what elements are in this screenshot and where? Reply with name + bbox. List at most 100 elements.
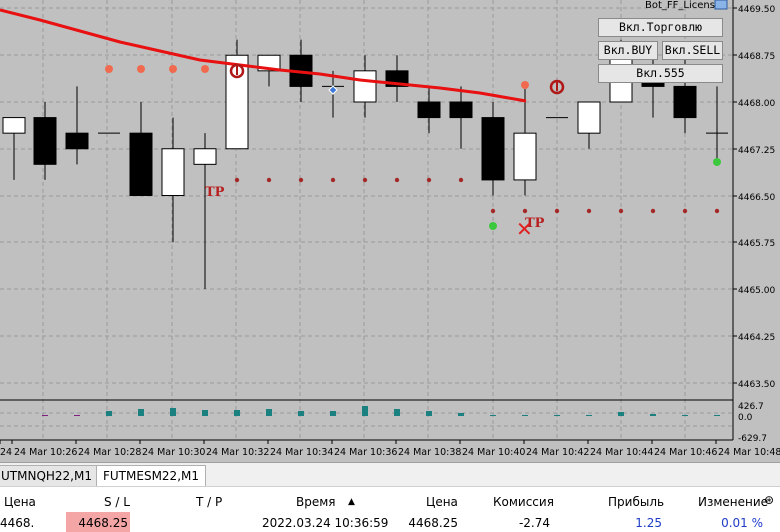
- indicator-axis-label: 0.0: [738, 413, 753, 423]
- chart-tabs: UTMNQH22,M1 FUTMESM22,M1: [0, 462, 780, 487]
- time-axis-label: 24 Mar 10:36: [334, 447, 397, 458]
- cell-price: 4468.50: [0, 516, 34, 530]
- time-axis-label: 24 Mar 10:40: [462, 447, 525, 458]
- tp-dot: [682, 208, 688, 214]
- moving-average-line: [0, 8, 527, 103]
- tp-dot: [586, 208, 592, 214]
- cell-change: 0.01 %: [721, 516, 763, 530]
- sort-arrow-icon: ▲: [348, 497, 355, 507]
- candle-body: [449, 101, 473, 119]
- signal-dots: [105, 63, 721, 230]
- price-axis-label: 4463.50: [738, 380, 775, 390]
- header-current-price[interactable]: Цена: [426, 495, 458, 509]
- tp-dot: [650, 208, 656, 214]
- hist-bar: [458, 413, 464, 416]
- header-time[interactable]: Время: [296, 495, 336, 509]
- time-axis-label: 24 Mar 10:46: [654, 447, 717, 458]
- hist-bar: [490, 415, 496, 416]
- hist-bar: [522, 415, 528, 416]
- header-tp[interactable]: T / P: [196, 495, 223, 509]
- cross-icon: ✕: [516, 217, 533, 241]
- cell-current-price: 4468.25: [408, 516, 458, 530]
- time-axis-label: 24 Mar 10:42: [526, 447, 589, 458]
- candle-body: [577, 101, 601, 134]
- candle-body: [481, 117, 505, 181]
- candle-body: [161, 148, 185, 196]
- tp-dot: [266, 177, 272, 183]
- candle-body: [673, 85, 697, 119]
- candle-body: [129, 132, 153, 197]
- time-axis-label: 24 Mar 10:38: [398, 447, 461, 458]
- candle-body: [513, 132, 537, 181]
- stop-dot: [137, 65, 145, 73]
- ma-polyline: [0, 8, 527, 103]
- candle-body: [353, 70, 377, 103]
- hist-bar: [170, 408, 176, 416]
- column-menu-icon[interactable]: ⊛: [764, 493, 775, 507]
- time-axis-label: 24 Mar 10:48: [718, 447, 780, 458]
- tp-label-1: TP: [205, 185, 225, 200]
- price-axis-label: 4466.50: [738, 193, 775, 203]
- cell-profit: 1.25: [635, 516, 662, 530]
- hist-bar: [362, 406, 368, 416]
- time-axis-label: 24 Mar 10:26: [14, 447, 77, 458]
- hist-bar: [554, 415, 560, 416]
- price-axis-label: 4469.50: [738, 5, 775, 15]
- time-axis-label: 24 Mar 10:44: [590, 447, 653, 458]
- hist-bar: [586, 415, 592, 416]
- tp-dot: [394, 177, 400, 183]
- header-profit[interactable]: Прибыль: [608, 495, 665, 509]
- tp-dot: [362, 177, 368, 183]
- hist-bar: [330, 411, 336, 416]
- price-axis-label: 4468.75: [738, 52, 775, 62]
- indicator-axis-label: -629.7: [738, 434, 767, 444]
- stop-dot: [201, 65, 209, 73]
- header-price[interactable]: Цена: [4, 495, 36, 509]
- hist-bar: [298, 411, 304, 416]
- time-axis-label: 24 Mar 10:34: [270, 447, 333, 458]
- tp-dot: [426, 177, 432, 183]
- candle-body: [193, 148, 217, 165]
- trade-toggle-button[interactable]: Вкл.Торговлю: [598, 18, 723, 37]
- time-axis-label: 24: [0, 447, 12, 458]
- tp-dot: [554, 208, 560, 214]
- trade-table: Цена S / L T / P Время ▲ Цена Комиссия П…: [0, 486, 780, 532]
- hist-bar: [426, 411, 432, 416]
- tp-label-2: TP: [525, 216, 545, 231]
- candle-body: [33, 117, 57, 165]
- hist-bar: [618, 412, 624, 416]
- cell-time: 2022.03.24 10:36:59: [262, 516, 389, 530]
- tp-dot: [458, 177, 464, 183]
- candle-body: [417, 101, 441, 119]
- candle-body: [65, 132, 89, 150]
- indicator-histogram: [42, 406, 720, 416]
- sell-toggle-button[interactable]: Вкл.SELL: [662, 41, 723, 60]
- stop-dot: [105, 65, 113, 73]
- header-change[interactable]: Изменение: [698, 495, 769, 509]
- tp-dot: [234, 177, 240, 183]
- hist-bar: [682, 415, 688, 416]
- cell-commission: -2.74: [518, 516, 550, 530]
- tp-dot: [490, 208, 496, 214]
- hist-bar: [138, 409, 144, 416]
- price-axis-label: 4464.25: [738, 333, 775, 343]
- header-commission[interactable]: Комиссия: [493, 495, 554, 509]
- entry-marker-icon: [229, 63, 245, 79]
- window-title: Bot_FF_License: [645, 0, 721, 11]
- hist-bar: [266, 409, 272, 416]
- buy-toggle-button[interactable]: Вкл.BUY: [598, 41, 658, 60]
- time-axis-label: 24 Mar 10:30: [142, 447, 205, 458]
- header-sl[interactable]: S / L: [104, 495, 130, 509]
- diamond-marker-icon: [328, 85, 338, 95]
- sl-cell-highlight: [66, 512, 130, 532]
- tab-futmesm22[interactable]: FUTMESM22,M1: [96, 465, 206, 486]
- toggle-555-button[interactable]: Вкл.555: [598, 64, 723, 83]
- hist-bar: [234, 410, 240, 416]
- cell-sl[interactable]: 4468.25: [78, 516, 128, 530]
- green-dot: [713, 158, 721, 166]
- stop-dot: [521, 81, 529, 89]
- tab-utmnqh22[interactable]: UTMNQH22,M1: [0, 465, 99, 486]
- tp-dot: [714, 208, 720, 214]
- indicator-axis-label: 426.7: [738, 402, 764, 412]
- price-axis-label: 4465.00: [738, 286, 775, 296]
